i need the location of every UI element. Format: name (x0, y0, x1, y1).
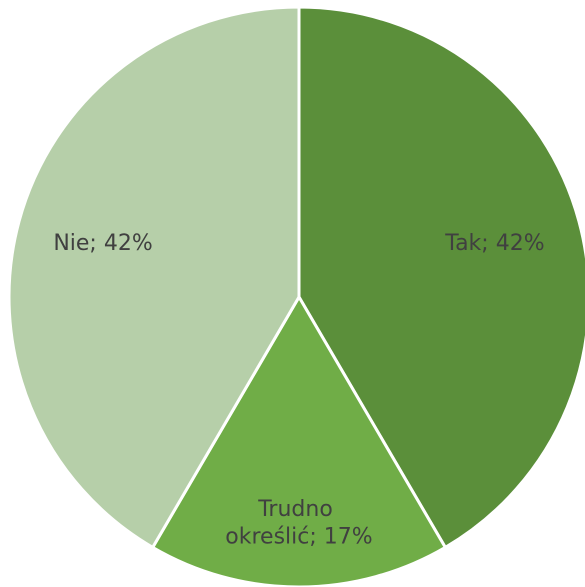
data-label: Trudno określić; 17% (225, 497, 372, 550)
data-label-line: określić; 17% (225, 525, 372, 550)
data-label-line: Trudno (257, 497, 340, 522)
pie-slice (297, 5, 585, 550)
pie-slice (7, 5, 301, 550)
data-label: Tak; 42% (444, 231, 544, 256)
data-label: Nie; 42% (53, 231, 152, 256)
